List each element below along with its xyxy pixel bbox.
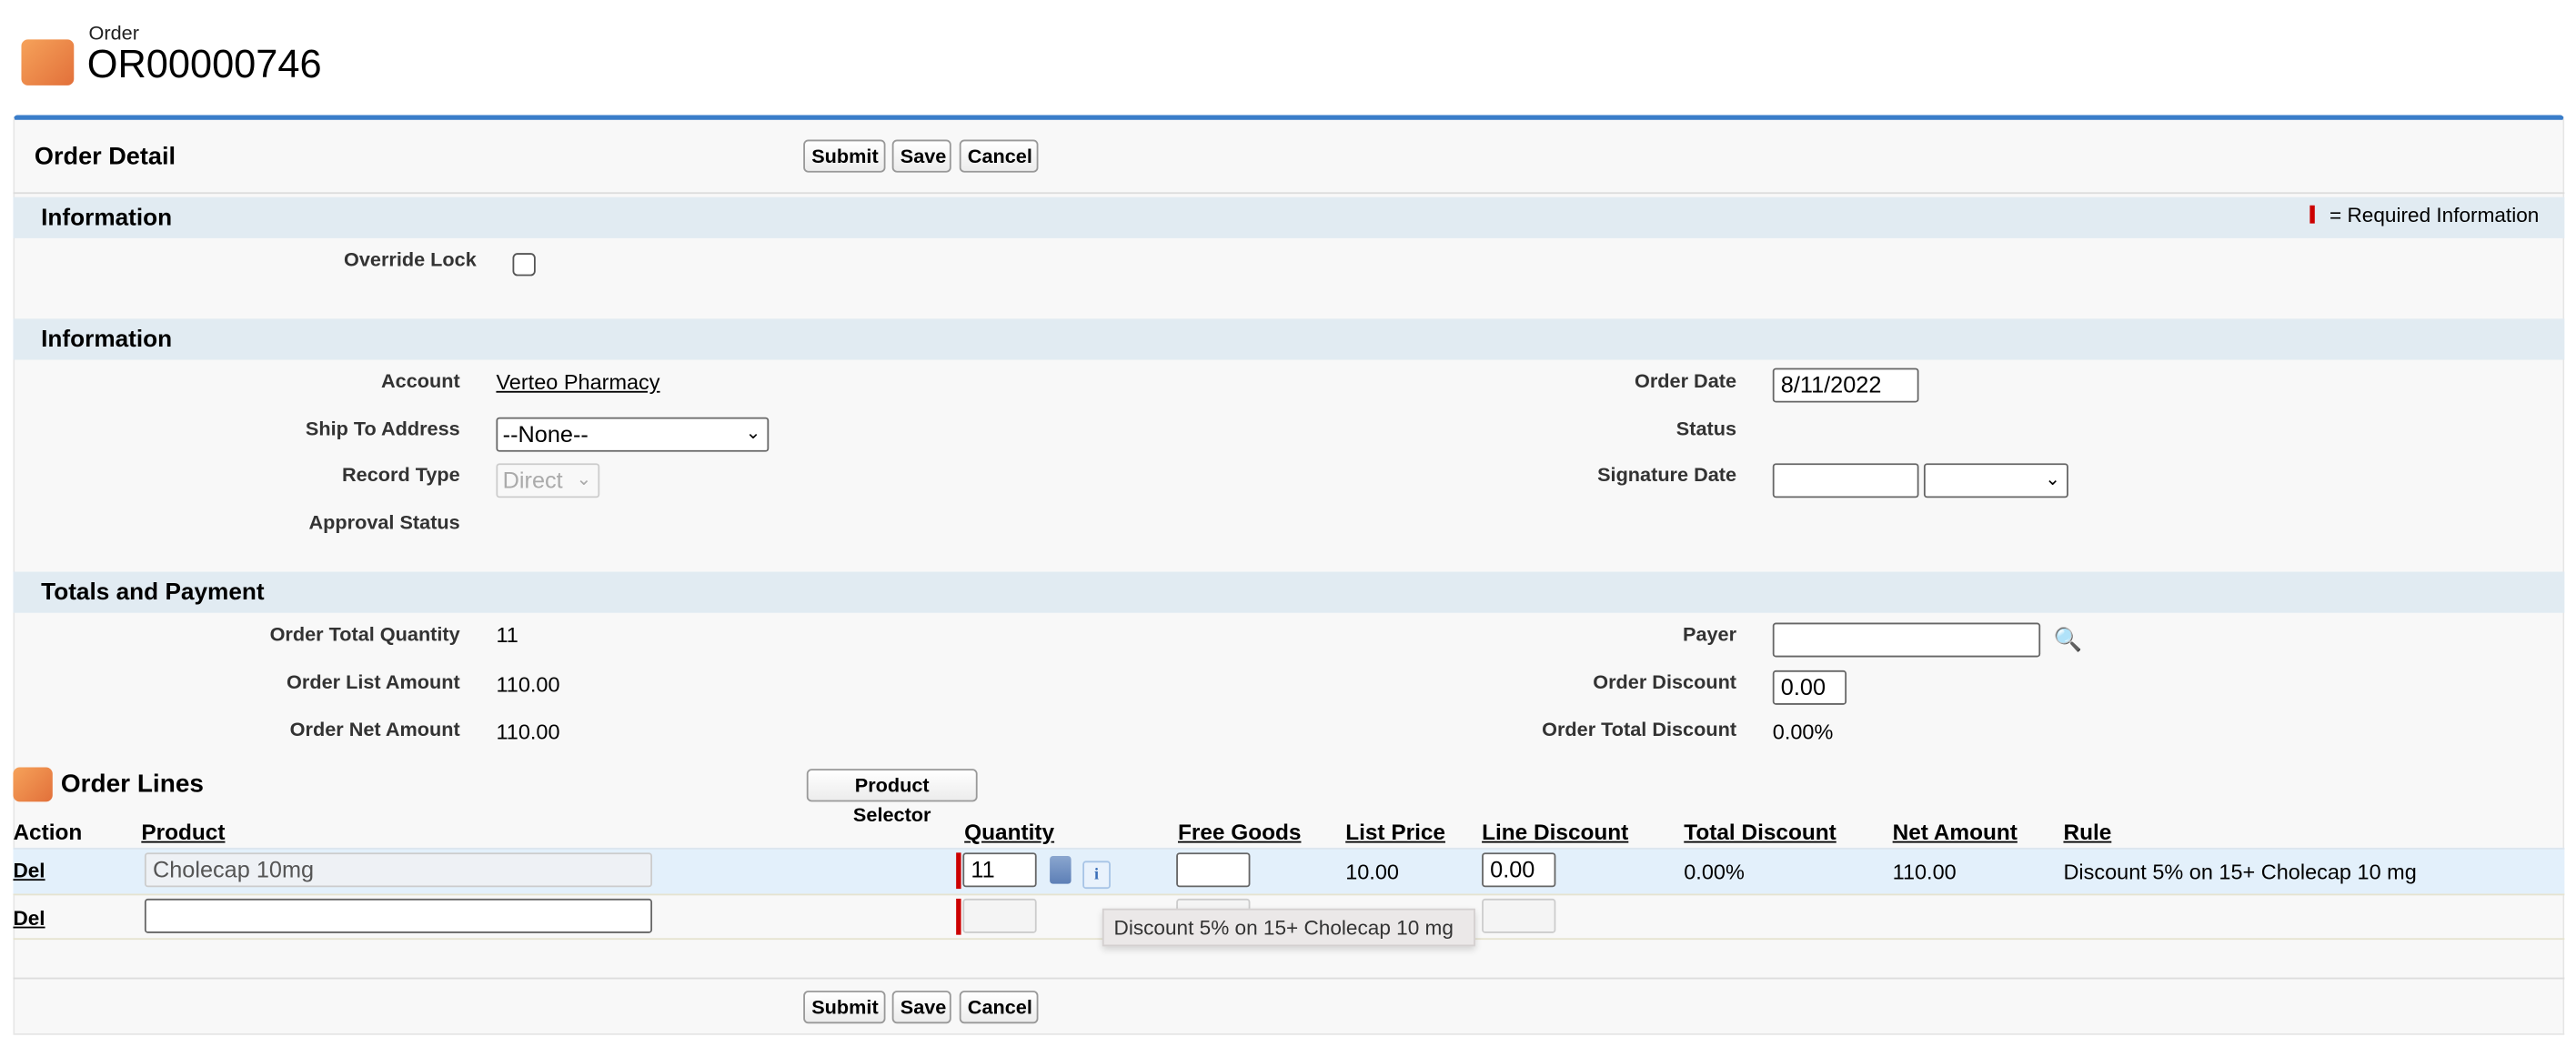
product-selector-button[interactable]: Product Selector — [806, 769, 978, 826]
total-qty-value: 11 — [496, 622, 518, 648]
account-link[interactable]: Verteo Pharmacy — [496, 369, 660, 395]
order-discount-label: Order Discount — [1593, 669, 1737, 694]
calculator-icon[interactable] — [1050, 855, 1072, 884]
column-header-action: Action — [13, 820, 83, 845]
info-icon[interactable]: i — [1082, 861, 1111, 890]
section-totals: Totals and Payment — [13, 571, 2565, 613]
column-header-line-discount[interactable]: Line Discount — [1482, 820, 1629, 845]
list-amount-value: 110.00 — [496, 671, 560, 697]
column-header-rule[interactable]: Rule — [2063, 820, 2112, 845]
signature-time-select[interactable]: ⌄ — [1923, 463, 2068, 498]
save-button-bottom[interactable]: Save — [891, 991, 951, 1024]
order-date-label: Order Date — [1635, 369, 1737, 393]
approval-status-label: Approval Status — [308, 510, 460, 534]
column-header-list-price[interactable]: List Price — [1345, 820, 1445, 845]
signature-date-label: Signature Date — [1597, 463, 1737, 487]
chevron-down-icon: ⌄ — [576, 469, 592, 490]
required-marker — [956, 898, 961, 935]
cancel-button-bottom[interactable]: Cancel — [959, 991, 1039, 1024]
save-button[interactable]: Save — [891, 139, 951, 173]
rule-tooltip: Discount 5% on 15+ Cholecap 10 mg — [1102, 908, 1475, 947]
order-lines-title: Order Lines — [60, 770, 204, 799]
list-price-value: 10.00 — [1345, 859, 1399, 884]
object-type-label: Order — [88, 21, 139, 45]
section-information-2: Information — [13, 318, 2565, 360]
record-type-value: Direct — [502, 466, 563, 493]
product-input[interactable] — [144, 898, 653, 933]
page-title: Order Detail — [34, 143, 176, 171]
ship-to-label: Ship To Address — [305, 417, 460, 441]
section-title: Information — [41, 327, 173, 354]
payer-input[interactable] — [1772, 622, 2041, 658]
status-label: Status — [1675, 417, 1737, 441]
line-discount-input — [1482, 898, 1556, 933]
required-legend: = Required Information — [2329, 203, 2540, 227]
total-discount-value: 0.00% — [1684, 859, 1745, 884]
submit-button-bottom[interactable]: Submit — [803, 991, 886, 1024]
net-amount-value: 110.00 — [496, 720, 560, 745]
override-lock-checkbox[interactable] — [512, 253, 536, 277]
required-marker — [2309, 205, 2315, 224]
product-input: Cholecap 10mg — [144, 852, 653, 888]
ship-to-select[interactable]: --None-- ⌄ — [496, 417, 770, 452]
section-title: Information — [41, 205, 173, 232]
rule-value: Discount 5% on 15+ Cholecap 10 mg — [2063, 859, 2417, 884]
column-header-free-goods[interactable]: Free Goods — [1177, 820, 1302, 845]
free-goods-input[interactable] — [1176, 852, 1251, 888]
account-label: Account — [381, 369, 460, 393]
order-cube-icon — [21, 39, 75, 86]
override-lock-label: Override Lock — [344, 247, 477, 272]
order-discount-input[interactable]: 0.00 — [1772, 669, 1847, 705]
column-header-net-amount[interactable]: Net Amount — [1892, 820, 2018, 845]
quantity-input[interactable]: 11 — [962, 852, 1037, 888]
section-information-1: Information — [13, 196, 2565, 238]
ship-to-value: --None-- — [502, 420, 589, 448]
column-header-quantity[interactable]: Quantity — [964, 820, 1055, 845]
record-type-label: Record Type — [342, 463, 460, 487]
lookup-icon[interactable]: 🔍 — [2053, 626, 2083, 653]
delete-link[interactable]: Del — [13, 906, 45, 931]
column-header-product[interactable]: Product — [141, 820, 226, 845]
delete-link[interactable]: Del — [13, 859, 45, 882]
order-lines-icon — [13, 767, 53, 802]
order-date-input[interactable]: 8/11/2022 — [1772, 367, 1919, 403]
total-qty-label: Order Total Quantity — [269, 622, 460, 646]
record-type-select: Direct ⌄ — [496, 463, 600, 498]
net-amount-value: 110.00 — [1892, 859, 1957, 884]
order-total-discount-label: Order Total Discount — [1542, 718, 1737, 741]
submit-button[interactable]: Submit — [803, 139, 886, 173]
column-header-total-discount[interactable]: Total Discount — [1684, 820, 1836, 845]
divider — [13, 977, 2565, 980]
signature-date-input[interactable] — [1772, 463, 1919, 498]
net-amount-label: Order Net Amount — [289, 718, 460, 741]
chevron-down-icon: ⌄ — [745, 423, 761, 444]
list-amount-label: Order List Amount — [287, 669, 460, 694]
line-discount-input[interactable]: 0.00 — [1482, 852, 1556, 888]
required-marker — [956, 852, 961, 890]
record-title: OR00000746 — [86, 42, 322, 87]
divider — [13, 192, 2565, 195]
cancel-button[interactable]: Cancel — [959, 139, 1039, 173]
order-total-discount-value: 0.00% — [1772, 720, 1834, 745]
payer-label: Payer — [1682, 622, 1737, 646]
section-title: Totals and Payment — [41, 579, 265, 607]
quantity-input — [962, 898, 1037, 933]
chevron-down-icon: ⌄ — [2045, 469, 2060, 490]
